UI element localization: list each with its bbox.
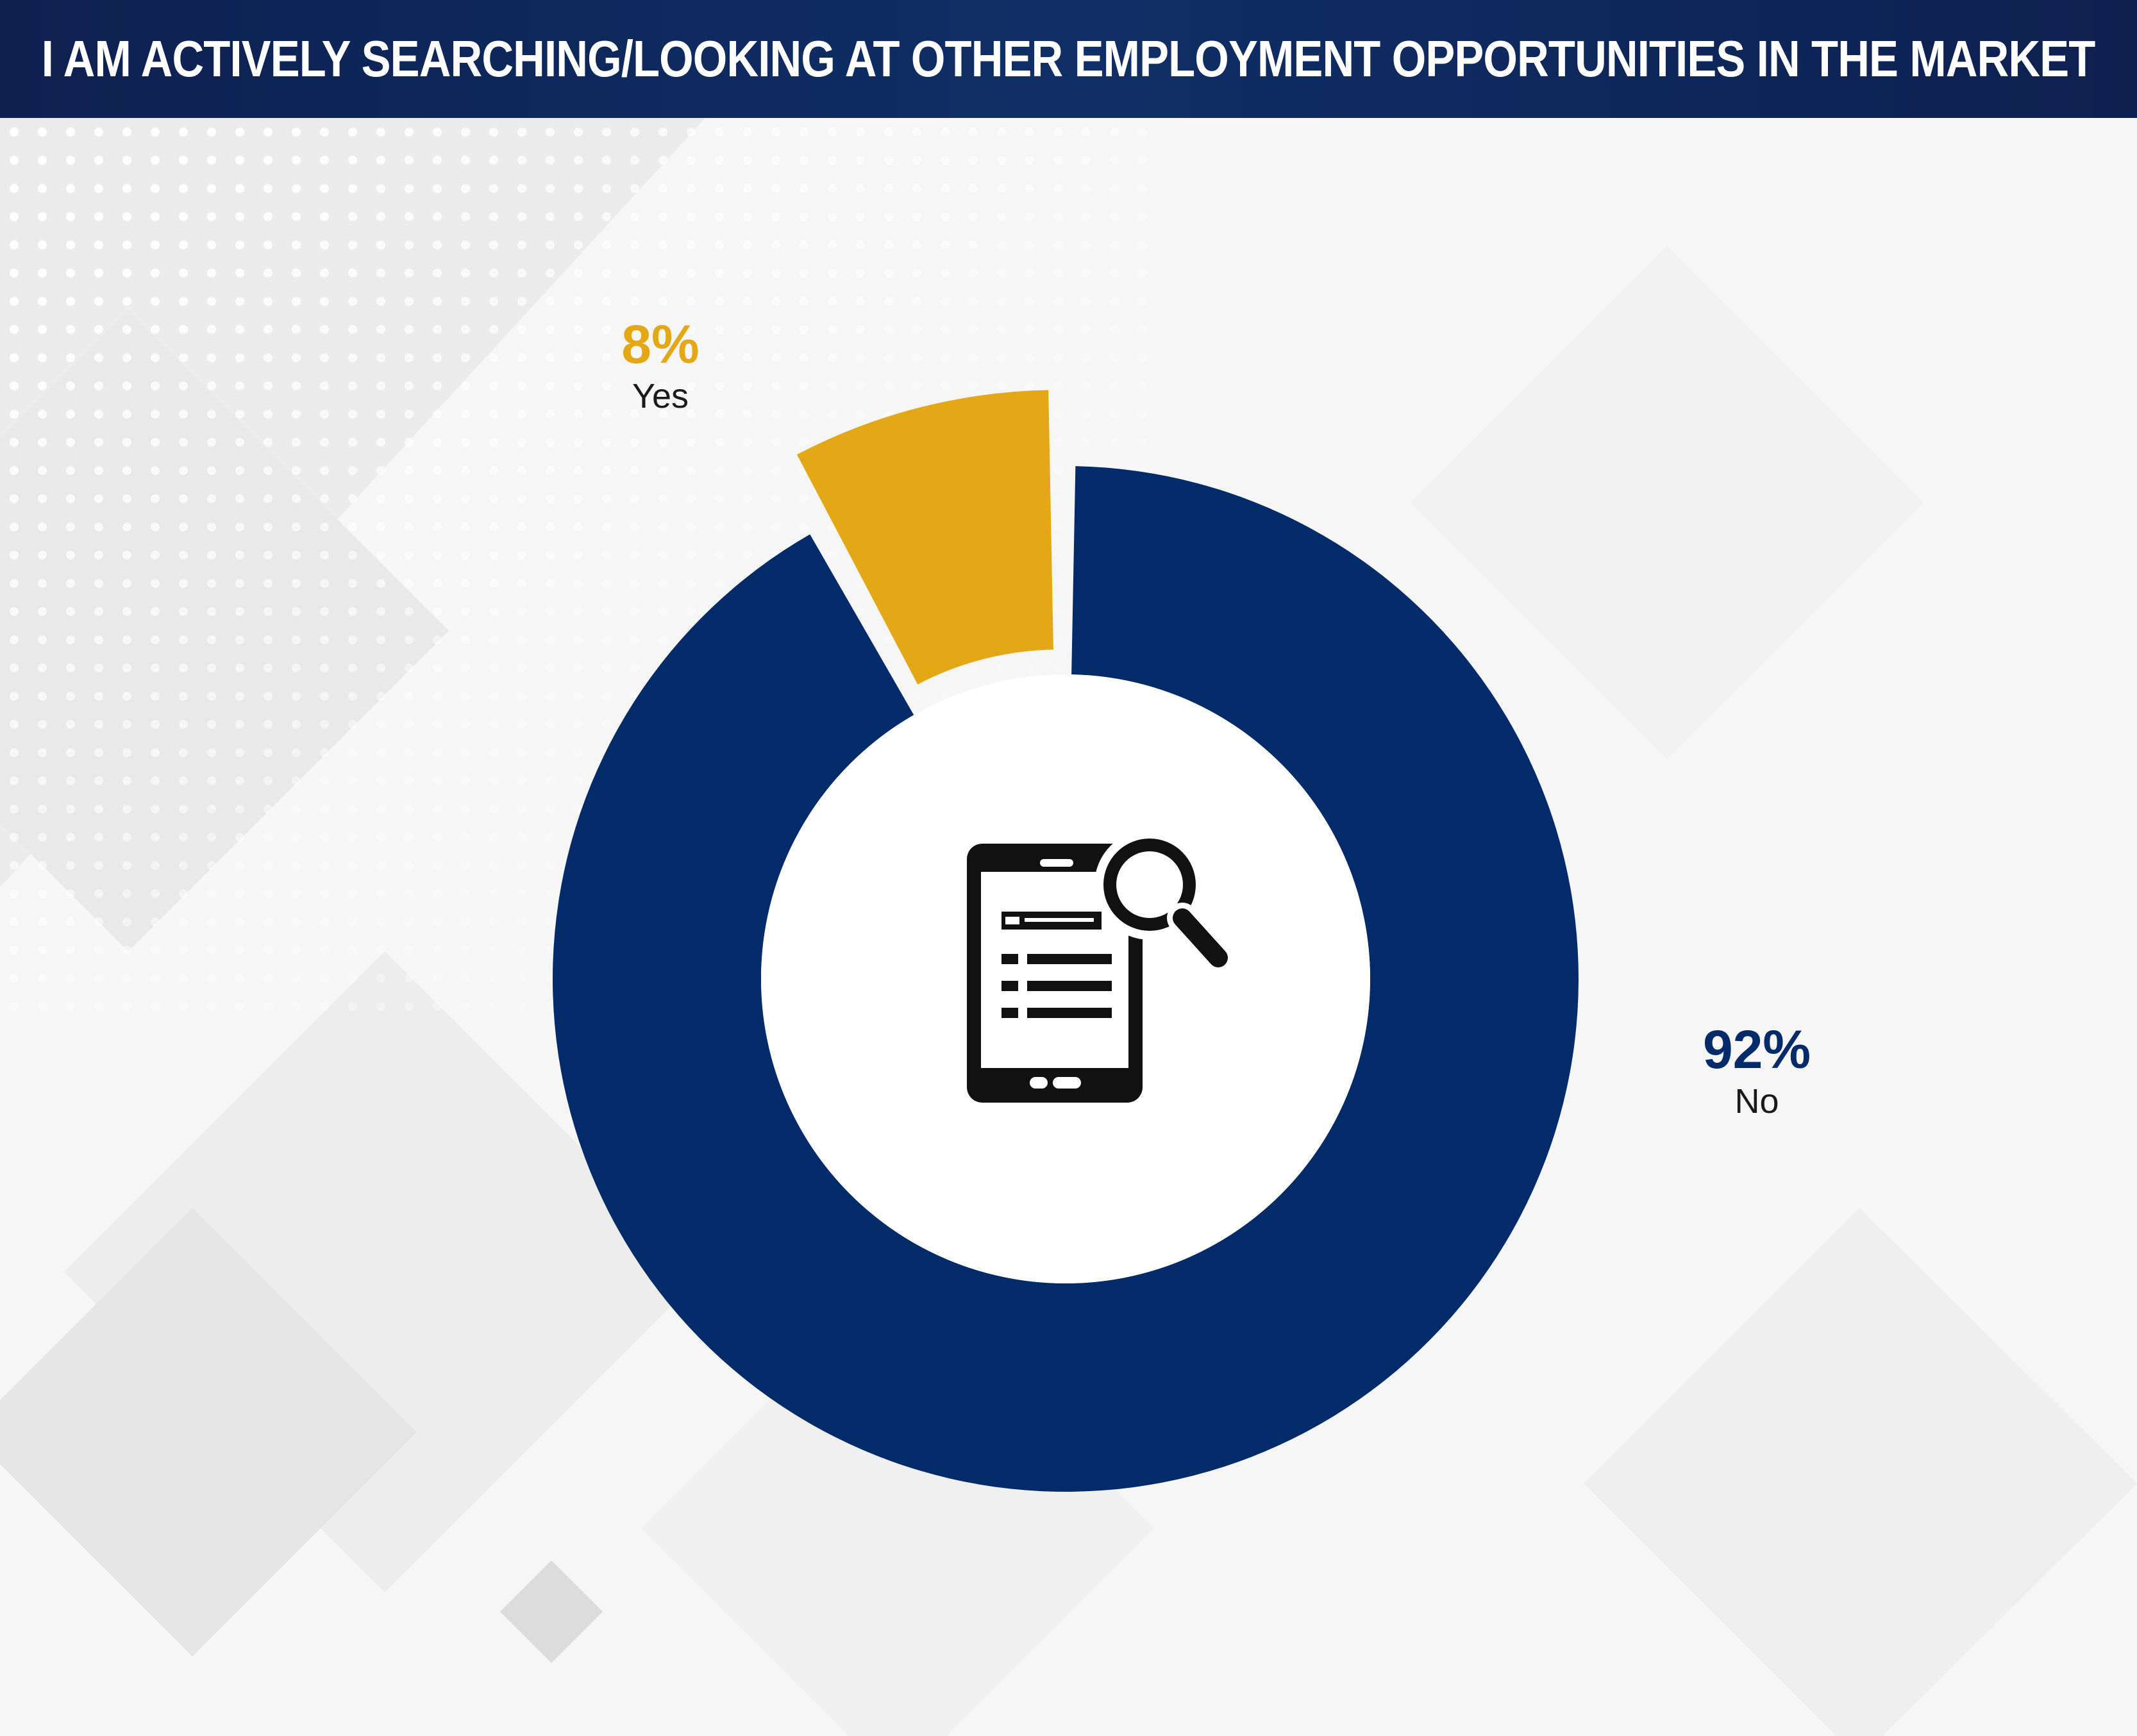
yes-value-label: 8%: [621, 314, 699, 374]
phone-search-icon: [967, 830, 1234, 1103]
no-value-label: 92%: [1703, 1019, 1811, 1080]
page-title: I AM ACTIVELY SEARCHING/LOOKING AT OTHER…: [42, 30, 2096, 87]
slice-yes: [796, 390, 1053, 685]
yes-category-label: Yes: [632, 377, 689, 415]
header-banner: I AM ACTIVELY SEARCHING/LOOKING AT OTHER…: [0, 0, 2137, 118]
no-category-label: No: [1734, 1082, 1779, 1121]
slice-no: [552, 466, 1579, 1492]
